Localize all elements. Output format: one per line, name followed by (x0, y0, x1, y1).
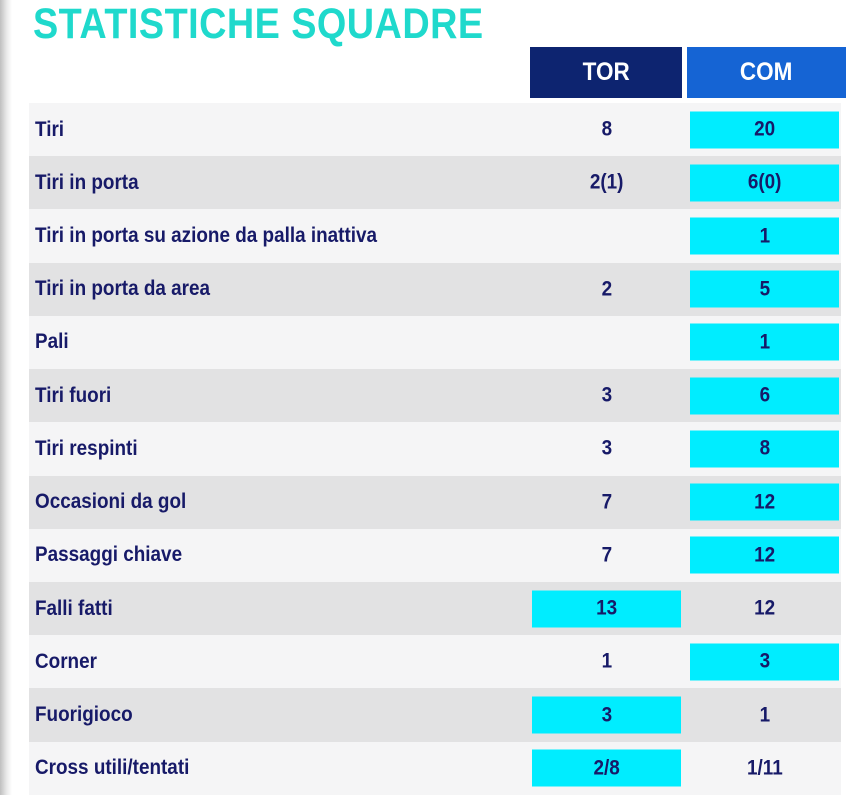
table-row: Passaggi chiave 7 12 (29, 528, 841, 582)
stat-label: Falli fatti (35, 596, 113, 620)
com-value-cell: 3 (690, 643, 839, 681)
tor-value: 13 (595, 596, 618, 620)
tor-value-cell: 3 (532, 430, 681, 467)
com-value-cell: 1 (690, 217, 839, 255)
com-value-cell: 12 (690, 536, 839, 574)
tor-value-cell: 7 (532, 537, 681, 574)
table-row: Tiri 8 20 (29, 103, 841, 157)
tor-value-cell: 13 (532, 590, 681, 628)
com-value: 6(0) (747, 170, 782, 194)
table-row: Pali 1 (29, 315, 841, 370)
table-row: Tiri fuori 3 6 (29, 369, 841, 423)
stat-label: Corner (35, 649, 97, 673)
tor-value-cell: 2(1) (532, 164, 681, 201)
stat-label: Tiri in porta (35, 170, 139, 194)
table-row: Cross utili/tentati 2/8 1/11 (29, 741, 841, 795)
com-value-cell: 12 (690, 483, 839, 521)
tor-value: 2(1) (589, 170, 624, 194)
tor-value: 2 (601, 277, 612, 301)
tor-value: 3 (601, 436, 612, 460)
tor-value-cell: 1 (532, 643, 681, 680)
table-row: Falli fatti 13 12 (29, 581, 841, 636)
com-value: 1/11 (746, 756, 783, 780)
table-row: Corner 1 3 (29, 635, 841, 689)
team-header-tor: TOR (530, 47, 682, 98)
stat-label: Cross utili/tentati (35, 756, 190, 780)
com-value: 1 (759, 224, 770, 248)
tor-value: 3 (601, 703, 612, 727)
table-row: Tiri respinti 3 8 (29, 422, 841, 476)
stat-label: Tiri respinti (35, 436, 138, 460)
com-value-cell: 6 (690, 377, 839, 415)
com-value-cell: 20 (690, 111, 839, 149)
stat-label: Tiri in porta su azione da palla inattiv… (35, 224, 378, 248)
stat-label: Occasioni da gol (35, 490, 187, 514)
tor-value: 1 (601, 649, 612, 673)
stats-table: Tiri 8 20 Tiri in porta 2(1) 6(0) Tiri in port… (29, 103, 841, 795)
team-header-com: COM (687, 47, 846, 98)
tor-value: 7 (601, 543, 612, 567)
table-row: Fuorigioco 3 1 (29, 688, 841, 742)
com-value-cell: 8 (690, 430, 839, 468)
page-edge-shadow (0, 0, 12, 795)
com-value-cell: 1 (690, 323, 839, 361)
com-value: 20 (753, 117, 776, 141)
com-value: 12 (753, 490, 776, 514)
com-value: 12 (753, 596, 776, 620)
tor-value: 8 (601, 117, 612, 141)
table-row: Tiri in porta 2(1) 6(0) (29, 156, 841, 210)
com-value: 1 (759, 330, 770, 354)
stat-label: Tiri in porta da area (35, 277, 211, 301)
com-value: 3 (759, 649, 770, 673)
tor-value: 2/8 (593, 756, 620, 780)
tor-value-cell (532, 324, 681, 361)
stat-label: Tiri fuori (35, 383, 112, 407)
tor-value: 7 (601, 490, 612, 514)
stat-label: Fuorigioco (35, 703, 133, 727)
tor-value: 3 (601, 383, 612, 407)
tor-value-cell: 2 (532, 271, 681, 308)
com-value: 12 (753, 543, 776, 567)
stat-label: Tiri (35, 117, 65, 141)
team-header-com-label: COM (740, 58, 793, 86)
stat-label: Pali (35, 330, 69, 354)
com-value: 5 (759, 277, 770, 301)
tor-value-cell (532, 218, 681, 255)
com-value: 6 (759, 383, 770, 407)
com-value-cell: 6(0) (690, 164, 839, 202)
stat-label: Passaggi chiave (35, 543, 183, 567)
team-header-tor-label: TOR (582, 58, 630, 86)
table-row: Tiri in porta su azione da palla inattiv… (29, 209, 841, 263)
com-value-cell: 5 (690, 270, 839, 308)
tor-value-cell: 3 (532, 377, 681, 414)
table-header: TOR COM (530, 47, 846, 98)
com-value-cell: 1 (690, 697, 839, 734)
com-value: 8 (759, 436, 770, 460)
table-row: Tiri in porta da area 2 5 (29, 262, 841, 316)
table-row: Occasioni da gol 7 12 (29, 475, 841, 529)
com-value-cell: 12 (690, 590, 839, 627)
com-value: 1 (759, 703, 770, 727)
tor-value-cell: 3 (532, 696, 681, 734)
page-title: STATISTICHE SQUADRE (33, 0, 484, 48)
com-value-cell: 1/11 (690, 750, 839, 787)
tor-value-cell: 8 (532, 111, 681, 148)
tor-value-cell: 2/8 (532, 749, 681, 787)
tor-value-cell: 7 (532, 484, 681, 521)
